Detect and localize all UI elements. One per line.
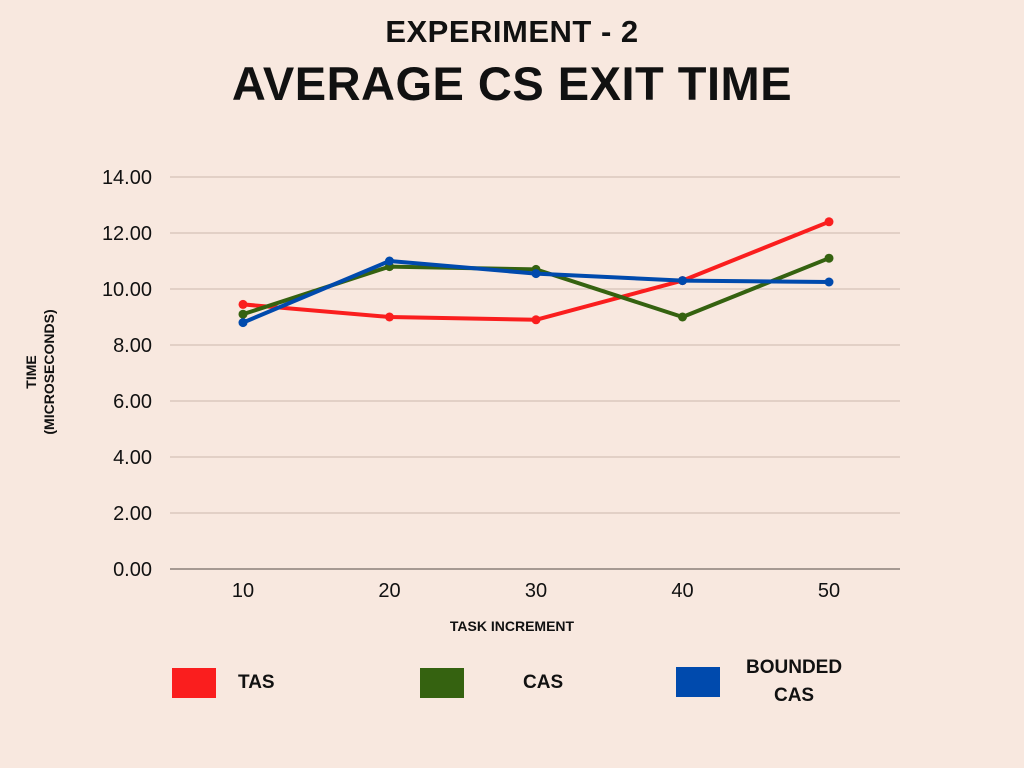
legend-label-cas: CAS xyxy=(523,672,564,693)
y-tick-label: 10.00 xyxy=(102,279,152,301)
legend-swatch-bounded-cas xyxy=(676,667,720,697)
legend-label-tas: TAS xyxy=(238,672,275,693)
data-point-cas xyxy=(824,253,834,263)
legend-item-cas: CAS xyxy=(420,668,563,698)
legend-swatch-tas xyxy=(172,668,216,698)
y-tick-label: 4.00 xyxy=(113,447,152,469)
y-tick-label: 14.00 xyxy=(102,167,152,189)
y-tick-label: 8.00 xyxy=(113,335,152,357)
gridlines xyxy=(170,176,900,570)
x-axis-title: TASK INCREMENT xyxy=(450,618,575,634)
x-axis-ticks: 10 20 30 40 50 xyxy=(232,580,840,602)
y-axis-title-line-1: TIME xyxy=(23,355,39,388)
y-axis-ticks: 0.00 2.00 4.00 6.00 8.00 10.00 12.00 14.00 xyxy=(102,167,152,581)
legend-item-tas: TAS xyxy=(172,668,275,698)
data-point-cas xyxy=(678,312,687,322)
data-point-tas xyxy=(238,299,248,309)
data-point-bounded-cas xyxy=(238,318,248,328)
data-point-bounded-cas xyxy=(531,269,541,279)
data-point-bounded-cas xyxy=(385,256,394,266)
y-tick-label: 6.00 xyxy=(113,391,152,413)
data-point-tas xyxy=(385,312,394,322)
y-tick-label: 0.00 xyxy=(113,559,152,581)
data-point-cas xyxy=(238,309,248,319)
chart-subtitle: EXPERIMENT - 2 xyxy=(385,14,639,49)
x-tick-label: 40 xyxy=(671,580,693,602)
x-tick-label: 30 xyxy=(525,580,547,602)
legend-label-bounded-cas-line-2: CAS xyxy=(773,685,815,706)
chart-title: AVERAGE CS EXIT TIME xyxy=(231,57,793,110)
y-axis-title: TIME (MICROSECONDS) xyxy=(23,309,57,434)
legend: TAS CAS BOUNDED CAS xyxy=(0,650,1024,720)
data-point-tas xyxy=(824,217,834,227)
y-tick-label: 2.00 xyxy=(113,503,152,525)
series-tas xyxy=(238,217,834,325)
data-point-bounded-cas xyxy=(678,276,687,286)
legend-label-bounded-cas-line-1: BOUNDED xyxy=(746,657,843,678)
data-point-tas xyxy=(531,315,541,325)
series-bounded-cas xyxy=(238,256,834,328)
y-tick-label: 12.00 xyxy=(102,223,152,245)
x-tick-label: 50 xyxy=(818,580,840,602)
legend-item-bounded-cas: BOUNDED CAS xyxy=(676,654,842,710)
x-tick-label: 10 xyxy=(232,580,254,602)
data-point-bounded-cas xyxy=(824,277,834,287)
legend-label-bounded-cas: BOUNDED CAS xyxy=(746,654,842,710)
series-lines xyxy=(238,217,834,328)
legend-swatch-cas xyxy=(420,668,464,698)
y-axis-title-line-2: (MICROSECONDS) xyxy=(41,309,57,434)
x-tick-label: 20 xyxy=(378,580,400,602)
